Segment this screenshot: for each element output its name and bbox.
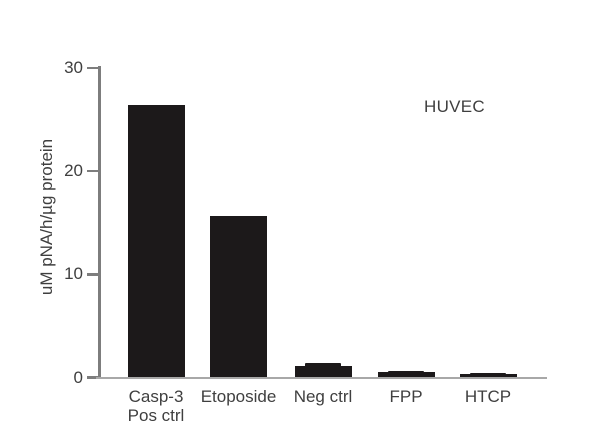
error-cap-fpp (388, 370, 424, 374)
x-category-label-fpp: FPP (351, 387, 461, 407)
x-category-label-neg-ctrl: Neg ctrl (268, 387, 378, 407)
x-category-label-line: Etoposide (200, 387, 277, 406)
y-axis-line (98, 66, 101, 379)
bar-htcp (459, 374, 517, 379)
x-category-label-line: Neg ctrl (293, 387, 353, 406)
bar-casp-3-pos-ctrl (127, 105, 185, 379)
y-tick-10 (87, 273, 98, 276)
annotation-huvec: HUVEC (424, 97, 486, 116)
y-tick-label-0: 0 (73, 367, 83, 387)
y-tick-20 (87, 169, 98, 173)
y-tick-0 (87, 376, 98, 379)
y-tick-30 (87, 66, 98, 70)
x-category-label-casp-3-pos-ctrl: Casp-3 Pos ctrl (101, 387, 211, 425)
x-category-label-etoposide: Etoposide (184, 387, 294, 407)
bar-neg-ctrl (294, 366, 352, 379)
error-cap-neg-ctrl (305, 362, 341, 369)
y-tick-label-20: 20 (64, 161, 83, 181)
y-tick-label-30: 30 (64, 58, 83, 77)
y-tick-label-10: 10 (64, 264, 83, 284)
x-category-label-htcp: HTCP (433, 387, 543, 407)
bar-etoposide (210, 215, 267, 379)
bar-fpp (377, 371, 435, 379)
x-axis-line (96, 376, 547, 379)
x-category-label-line: Pos ctrl (127, 405, 185, 425)
error-cap-htcp (470, 372, 506, 377)
x-category-label-line: HTCP (464, 387, 512, 406)
x-category-label-line: FPP (389, 387, 423, 406)
x-category-label-line: Casp-3 (128, 387, 184, 406)
